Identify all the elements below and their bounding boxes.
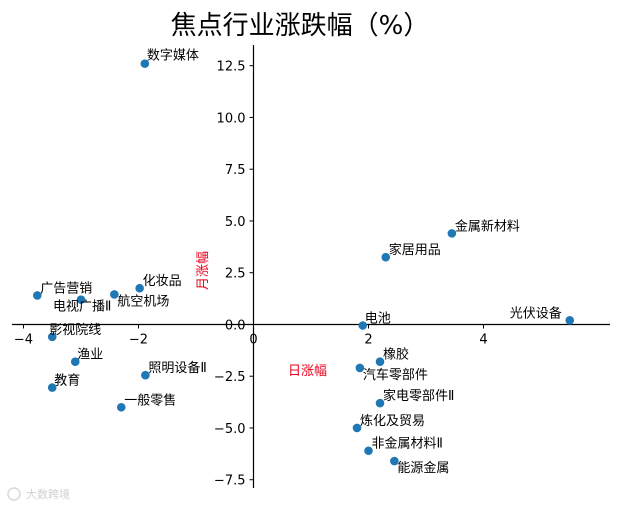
point-label: 家电零部件Ⅱ	[383, 388, 454, 404]
point-label: 一般零售	[124, 392, 176, 408]
data-point	[364, 446, 373, 456]
x-tick-label: −4	[14, 332, 33, 347]
point-label: 广告营销	[40, 281, 92, 296]
data-point	[355, 363, 365, 373]
data-point	[33, 291, 42, 300]
y-tick-label: 10.0	[217, 111, 246, 126]
point-label: 化妆品	[143, 274, 182, 289]
point-label: 橡胶	[383, 347, 409, 363]
data-point	[390, 456, 399, 466]
data-point	[76, 295, 86, 304]
point-label: 金属新材料	[455, 218, 520, 234]
y-tick-label: 2.5	[225, 267, 246, 282]
data-point	[70, 357, 80, 367]
y-tick-label: −5.0	[214, 422, 246, 437]
watermark-logo-icon	[7, 487, 21, 501]
data-point	[565, 316, 575, 325]
data-point	[375, 398, 385, 408]
point-label: 电视广播Ⅱ	[53, 300, 111, 315]
point-label: 非金属材料Ⅱ	[372, 436, 443, 452]
data-point	[381, 252, 391, 262]
data-point	[375, 357, 385, 367]
point-label: 数字媒体	[147, 49, 199, 64]
y-axis-label: 月涨幅	[196, 251, 211, 290]
data-point	[47, 332, 57, 342]
data-points	[33, 59, 575, 466]
y-tick-label: −2.5	[214, 370, 246, 385]
y-tick-label: 5.0	[225, 215, 246, 230]
y-tick-label: 0.0	[225, 318, 246, 333]
point-label: 照明设备Ⅱ	[148, 360, 206, 376]
y-tick-label: 7.5	[225, 163, 246, 178]
chart-title: 焦点行业涨跌幅（%）	[171, 11, 430, 41]
point-label: 能源金属	[397, 460, 449, 476]
data-point	[352, 423, 362, 433]
y-tick-label: 12.5	[217, 60, 246, 75]
y-tick-label: −7.5	[214, 474, 246, 489]
point-label: 影视院线	[49, 323, 101, 338]
x-tick-label: 0	[249, 332, 257, 347]
point-label: 光伏设备	[510, 305, 562, 321]
point-label: 教育	[54, 373, 80, 389]
watermark-text: 大数跨境	[26, 487, 70, 501]
point-label: 家居用品	[389, 242, 441, 258]
data-point	[110, 290, 119, 299]
point-label: 炼化及贸易	[360, 414, 425, 429]
data-point	[116, 402, 126, 412]
x-tick-label: 2	[364, 332, 372, 347]
x-axis-label: 日涨幅	[288, 364, 327, 379]
point-label: 渔业	[77, 348, 103, 363]
point-label: 电池	[365, 311, 391, 326]
x-tick-label: −2	[129, 332, 148, 347]
x-tick-label: 4	[479, 332, 487, 347]
data-point	[141, 370, 150, 380]
axes: −4 −2 0 2 4 −7.5 −5.0 −2.5 0.0 2.5 5.0 7.5 10.0 12.5	[12, 45, 610, 489]
data-point	[47, 383, 57, 392]
data-point	[358, 321, 368, 330]
point-label: 汽车零部件	[363, 367, 428, 383]
watermark: 大数跨境	[7, 487, 70, 501]
data-point	[447, 229, 457, 238]
data-point	[135, 283, 144, 293]
data-point	[140, 59, 150, 68]
point-label: 航空机场	[117, 293, 169, 309]
